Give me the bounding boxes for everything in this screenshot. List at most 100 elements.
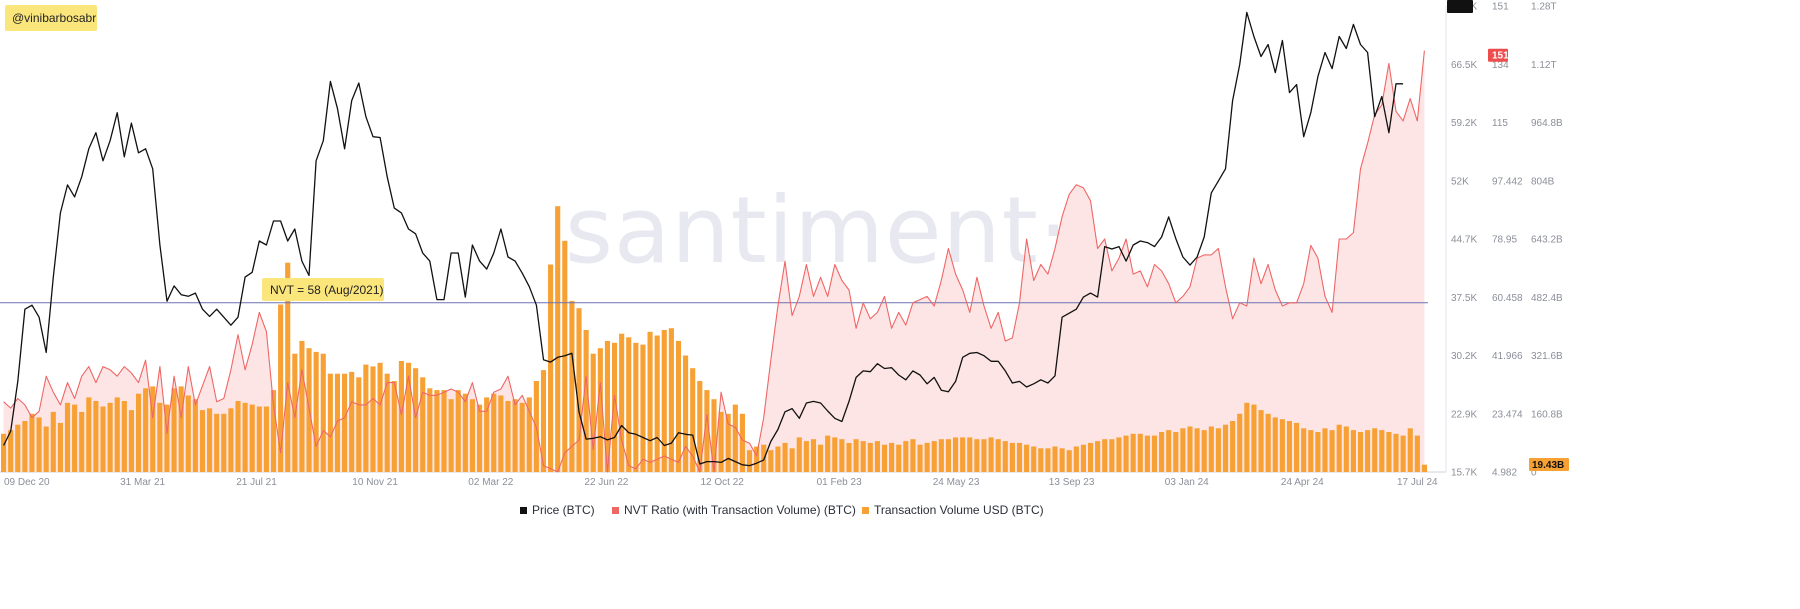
volume-bar [1315,432,1321,472]
volume-bar [690,368,696,472]
volume-bar [1123,435,1129,472]
volume-bar [960,437,966,472]
volume-bar [15,424,21,472]
price-current-label: 64.1K [1450,0,1477,3]
volume-bar [0,433,7,472]
volume-bar [256,406,262,472]
volume-bar [576,308,582,472]
volume-bar [988,437,994,472]
volume-bar [846,442,852,472]
volume-bar [157,402,163,472]
volume-bar [917,444,923,472]
volume-bar [299,340,305,472]
volume-bar [1151,435,1158,472]
volume-bar [1052,446,1058,472]
price-current-badge [1447,0,1473,13]
volume-bar [995,439,1001,472]
volume-bar [185,395,191,472]
volume-tick-label: 482.4B [1531,293,1563,304]
volume-bar [1393,433,1399,472]
price-tick-label: 30.2K [1451,351,1477,362]
volume-bar [526,397,532,472]
volume-bar [924,442,930,472]
volume-bar [462,393,468,472]
volume-bar [214,413,220,473]
volume-bar [874,441,880,472]
volume-bar [398,361,404,472]
volume-bar [1087,442,1094,472]
volume-bar [413,368,419,472]
volume-bar [1166,430,1172,472]
volume-bar [121,401,127,472]
volume-bar [626,337,632,472]
volume-bar [1414,435,1420,472]
legend-swatch [520,507,527,514]
volume-bar [427,388,433,472]
volume-bar [633,342,639,472]
volume-bar [704,390,710,472]
volume-bar [370,366,376,472]
x-tick-label: 12 Oct 22 [701,477,745,488]
volume-bar [697,381,703,472]
volume-bar [1009,442,1015,472]
volume-bar [391,381,397,472]
author-handle: @vinibarbosabr [12,11,96,25]
volume-bar [725,413,731,473]
volume-bar [64,402,71,472]
volume-bar [292,353,298,472]
price-tick-label: 59.2K [1451,118,1477,129]
volume-bar [207,408,213,472]
volume-bar [1102,439,1108,472]
volume-bar [981,439,987,472]
volume-bar [313,351,319,472]
volume-bar [1073,446,1079,472]
volume-bar [1222,424,1229,472]
volume-bar [1031,446,1037,472]
volume-bar [1016,442,1023,472]
nvt-tick-label: 41.966 [1492,351,1523,362]
volume-bar [1095,441,1101,472]
nvt-tick-label: 60.458 [1492,293,1523,304]
volume-bar [1350,430,1356,472]
volume-bar [739,413,745,473]
volume-bar [881,444,888,472]
volume-bar [853,439,859,472]
volume-bar [249,404,255,472]
volume-bar [825,435,831,472]
volume-bar [1024,444,1030,472]
annotation-box [262,278,384,301]
volume-bar [242,402,248,472]
volume-tick-label: 964.8B [1531,118,1563,129]
volume-bar [441,390,447,472]
volume-bar [789,448,795,472]
volume-bar [1080,444,1086,472]
price-tick-label: 44.7K [1451,235,1477,246]
volume-current-label: 19.43B [1532,460,1564,471]
volume-bars-layer [0,206,1428,473]
volume-bar [1379,430,1385,472]
volume-bar [128,410,134,472]
volume-bar [114,397,120,472]
volume-bar [150,386,156,472]
volume-bar [228,408,234,472]
x-tick-label: 17 Jul 24 [1397,477,1438,488]
volume-bar [775,446,781,472]
nvt-tick-label: 97.442 [1492,176,1523,187]
nvt-tick-label: 4.982 [1492,468,1517,479]
handle-layer: @vinibarbosabr [5,5,97,31]
volume-bar [57,422,63,472]
volume-bar [1137,433,1143,472]
volume-bar [754,446,760,472]
nvt-tick-label: 115 [1492,118,1508,129]
volume-tick-label: 643.2B [1531,235,1563,246]
volume-bar [327,373,333,472]
price-tick-label: 37.5K [1451,293,1477,304]
nvt-line-layer [3,50,1425,473]
volume-bar [278,304,284,472]
volume-bar [29,413,35,473]
volume-bar [1322,428,1328,472]
volume-bar [498,395,504,472]
volume-bar [505,401,511,472]
nvt-annotation: NVT = 58 (Aug/2021) [270,283,384,297]
price-tick-label: 52K [1451,176,1469,187]
